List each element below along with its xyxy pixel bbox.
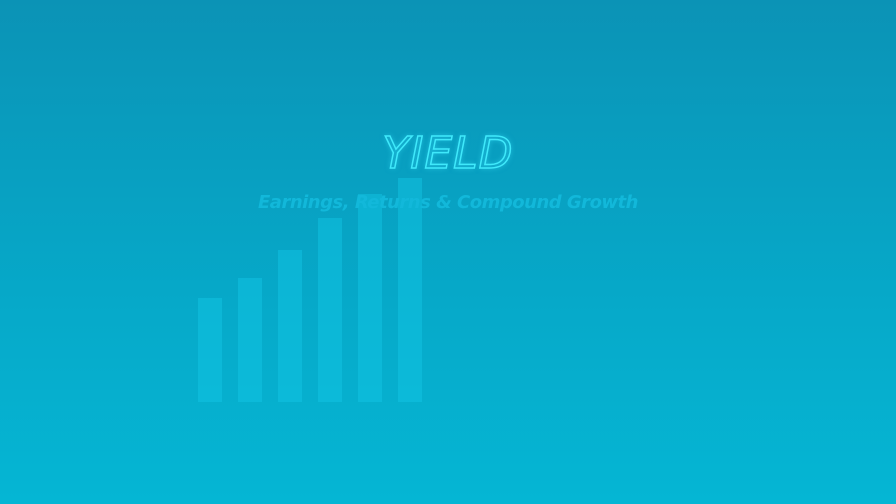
chart-bar <box>198 298 222 402</box>
chart-bar <box>278 250 302 402</box>
page-title: YIELD <box>382 127 514 180</box>
chart-bar <box>238 278 262 402</box>
chart-bar <box>318 218 342 402</box>
page-subtitle: Earnings, Returns & Compound Growth <box>258 192 638 213</box>
chart-bar <box>358 194 382 402</box>
